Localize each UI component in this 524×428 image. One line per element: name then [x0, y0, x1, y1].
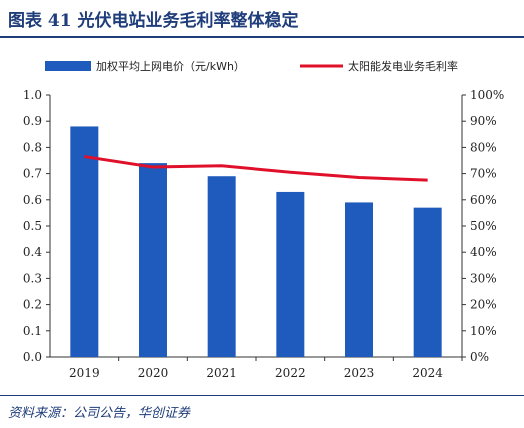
- bar: [207, 176, 236, 357]
- right-tick-label: 70%: [470, 167, 497, 181]
- x-tick-label: 2021: [206, 366, 237, 380]
- legend-bar-label: 加权平均上网电价（元/kWh）: [96, 60, 245, 73]
- right-tick-label: 0%: [470, 350, 489, 364]
- left-tick-label: 0.8: [23, 140, 42, 154]
- legend-line-label: 太阳能发电业务毛利率: [348, 59, 458, 73]
- bar: [413, 207, 442, 357]
- bar: [345, 202, 373, 357]
- right-tick-label: 90%: [470, 114, 497, 128]
- right-tick-label: 20%: [470, 298, 497, 312]
- bar: [70, 126, 99, 357]
- left-tick-label: 0.9: [23, 114, 42, 128]
- left-tick-label: 1.0: [23, 88, 42, 102]
- left-tick-label: 0.2: [23, 298, 42, 312]
- left-tick-label: 0.5: [23, 219, 42, 233]
- left-tick-label: 0.4: [23, 245, 42, 259]
- legend: 加权平均上网电价（元/kWh） 太阳能发电业务毛利率: [45, 59, 458, 73]
- title-rule: [0, 36, 524, 38]
- left-tick-label: 0.1: [23, 324, 42, 338]
- right-tick-label: 50%: [470, 219, 497, 233]
- figure-title: 图表 41 光伏电站业务毛利率整体稳定: [8, 11, 299, 31]
- x-tick-label: 2022: [275, 366, 306, 380]
- x-tick-label: 2019: [69, 366, 100, 380]
- legend-bar-swatch: [45, 61, 91, 71]
- left-tick-label: 0.7: [23, 167, 42, 181]
- margin-line: [84, 155, 428, 182]
- plot-area: 0.0 0.1 0.2 0.3 0.4 0.5 0.6 0.7 0.8 0.9 1.0 0% 10% 20…: [23, 88, 504, 380]
- chart: 加权平均上网电价（元/kWh） 太阳能发电业务毛利率 0.00.10.20.30…: [23, 59, 504, 380]
- bar: [139, 163, 167, 357]
- right-tick-label: 10%: [470, 324, 497, 338]
- right-tick-label: 40%: [470, 245, 497, 259]
- right-tick-label: 30%: [470, 271, 497, 285]
- left-tick-label: 0.6: [23, 193, 42, 207]
- x-tick-label: 2023: [344, 366, 375, 380]
- x-tick-label: 2024: [412, 366, 443, 380]
- right-tick-label: 100%: [470, 88, 504, 102]
- source-rule: [0, 395, 524, 396]
- right-tick-label: 60%: [470, 193, 497, 207]
- x-tick-label: 2020: [138, 366, 169, 380]
- left-tick-label: 0.0: [23, 350, 42, 364]
- left-tick-label: 0.3: [23, 271, 42, 285]
- right-tick-label: 80%: [470, 140, 497, 154]
- bar: [276, 191, 305, 357]
- source-note: 资料来源：公司公告，华创证券: [8, 406, 191, 421]
